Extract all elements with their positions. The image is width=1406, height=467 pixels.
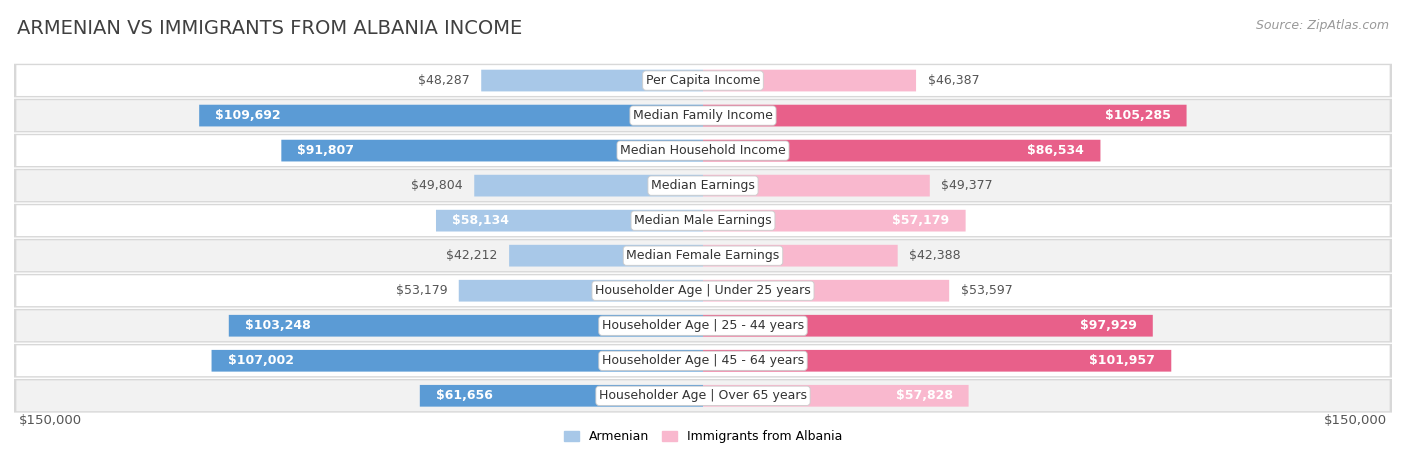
Text: Median Household Income: Median Household Income — [620, 144, 786, 157]
Text: $97,929: $97,929 — [1080, 319, 1136, 332]
Text: Median Earnings: Median Earnings — [651, 179, 755, 192]
FancyBboxPatch shape — [703, 70, 917, 92]
Text: $57,828: $57,828 — [896, 389, 952, 402]
Text: $49,804: $49,804 — [411, 179, 463, 192]
Text: $42,388: $42,388 — [910, 249, 960, 262]
Text: $101,957: $101,957 — [1090, 354, 1156, 367]
FancyBboxPatch shape — [11, 64, 1395, 98]
Text: $150,000: $150,000 — [1324, 414, 1388, 427]
Text: Householder Age | Over 65 years: Householder Age | Over 65 years — [599, 389, 807, 402]
FancyBboxPatch shape — [703, 350, 1171, 372]
Text: $48,287: $48,287 — [418, 74, 470, 87]
FancyBboxPatch shape — [11, 204, 1395, 237]
FancyBboxPatch shape — [703, 280, 949, 302]
FancyBboxPatch shape — [11, 274, 1395, 307]
FancyBboxPatch shape — [211, 350, 703, 372]
FancyBboxPatch shape — [436, 210, 703, 232]
FancyBboxPatch shape — [17, 100, 1389, 131]
Legend: Armenian, Immigrants from Albania: Armenian, Immigrants from Albania — [564, 430, 842, 443]
FancyBboxPatch shape — [17, 65, 1389, 96]
Text: $86,534: $86,534 — [1028, 144, 1084, 157]
Text: $42,212: $42,212 — [446, 249, 498, 262]
FancyBboxPatch shape — [481, 70, 703, 92]
FancyBboxPatch shape — [11, 169, 1395, 203]
Text: $109,692: $109,692 — [215, 109, 281, 122]
FancyBboxPatch shape — [17, 380, 1389, 411]
FancyBboxPatch shape — [11, 379, 1395, 413]
FancyBboxPatch shape — [17, 205, 1389, 236]
FancyBboxPatch shape — [703, 315, 1153, 337]
FancyBboxPatch shape — [17, 311, 1389, 341]
Text: $105,285: $105,285 — [1105, 109, 1170, 122]
FancyBboxPatch shape — [11, 309, 1395, 343]
FancyBboxPatch shape — [420, 385, 703, 407]
FancyBboxPatch shape — [11, 344, 1395, 377]
FancyBboxPatch shape — [281, 140, 703, 162]
FancyBboxPatch shape — [17, 135, 1389, 166]
Text: $53,179: $53,179 — [395, 284, 447, 297]
Text: Source: ZipAtlas.com: Source: ZipAtlas.com — [1256, 19, 1389, 32]
FancyBboxPatch shape — [509, 245, 703, 267]
FancyBboxPatch shape — [703, 245, 897, 267]
Text: $58,134: $58,134 — [453, 214, 509, 227]
FancyBboxPatch shape — [703, 105, 1187, 127]
Text: $49,377: $49,377 — [941, 179, 993, 192]
FancyBboxPatch shape — [17, 346, 1389, 376]
FancyBboxPatch shape — [474, 175, 703, 197]
Text: $57,179: $57,179 — [893, 214, 949, 227]
FancyBboxPatch shape — [17, 170, 1389, 201]
Text: Median Family Income: Median Family Income — [633, 109, 773, 122]
Text: Median Female Earnings: Median Female Earnings — [627, 249, 779, 262]
FancyBboxPatch shape — [229, 315, 703, 337]
FancyBboxPatch shape — [458, 280, 703, 302]
Text: $103,248: $103,248 — [245, 319, 311, 332]
Text: Householder Age | Under 25 years: Householder Age | Under 25 years — [595, 284, 811, 297]
FancyBboxPatch shape — [17, 275, 1389, 306]
Text: Householder Age | 25 - 44 years: Householder Age | 25 - 44 years — [602, 319, 804, 332]
FancyBboxPatch shape — [703, 385, 969, 407]
FancyBboxPatch shape — [703, 140, 1101, 162]
Text: $150,000: $150,000 — [18, 414, 82, 427]
FancyBboxPatch shape — [11, 99, 1395, 133]
FancyBboxPatch shape — [11, 239, 1395, 272]
Text: $53,597: $53,597 — [960, 284, 1012, 297]
Text: $61,656: $61,656 — [436, 389, 492, 402]
Text: $91,807: $91,807 — [298, 144, 354, 157]
FancyBboxPatch shape — [703, 175, 929, 197]
Text: $46,387: $46,387 — [928, 74, 979, 87]
FancyBboxPatch shape — [11, 134, 1395, 167]
FancyBboxPatch shape — [200, 105, 703, 127]
Text: ARMENIAN VS IMMIGRANTS FROM ALBANIA INCOME: ARMENIAN VS IMMIGRANTS FROM ALBANIA INCO… — [17, 19, 522, 38]
FancyBboxPatch shape — [17, 240, 1389, 271]
Text: Per Capita Income: Per Capita Income — [645, 74, 761, 87]
Text: Householder Age | 45 - 64 years: Householder Age | 45 - 64 years — [602, 354, 804, 367]
FancyBboxPatch shape — [703, 210, 966, 232]
Text: Median Male Earnings: Median Male Earnings — [634, 214, 772, 227]
Text: $107,002: $107,002 — [228, 354, 294, 367]
